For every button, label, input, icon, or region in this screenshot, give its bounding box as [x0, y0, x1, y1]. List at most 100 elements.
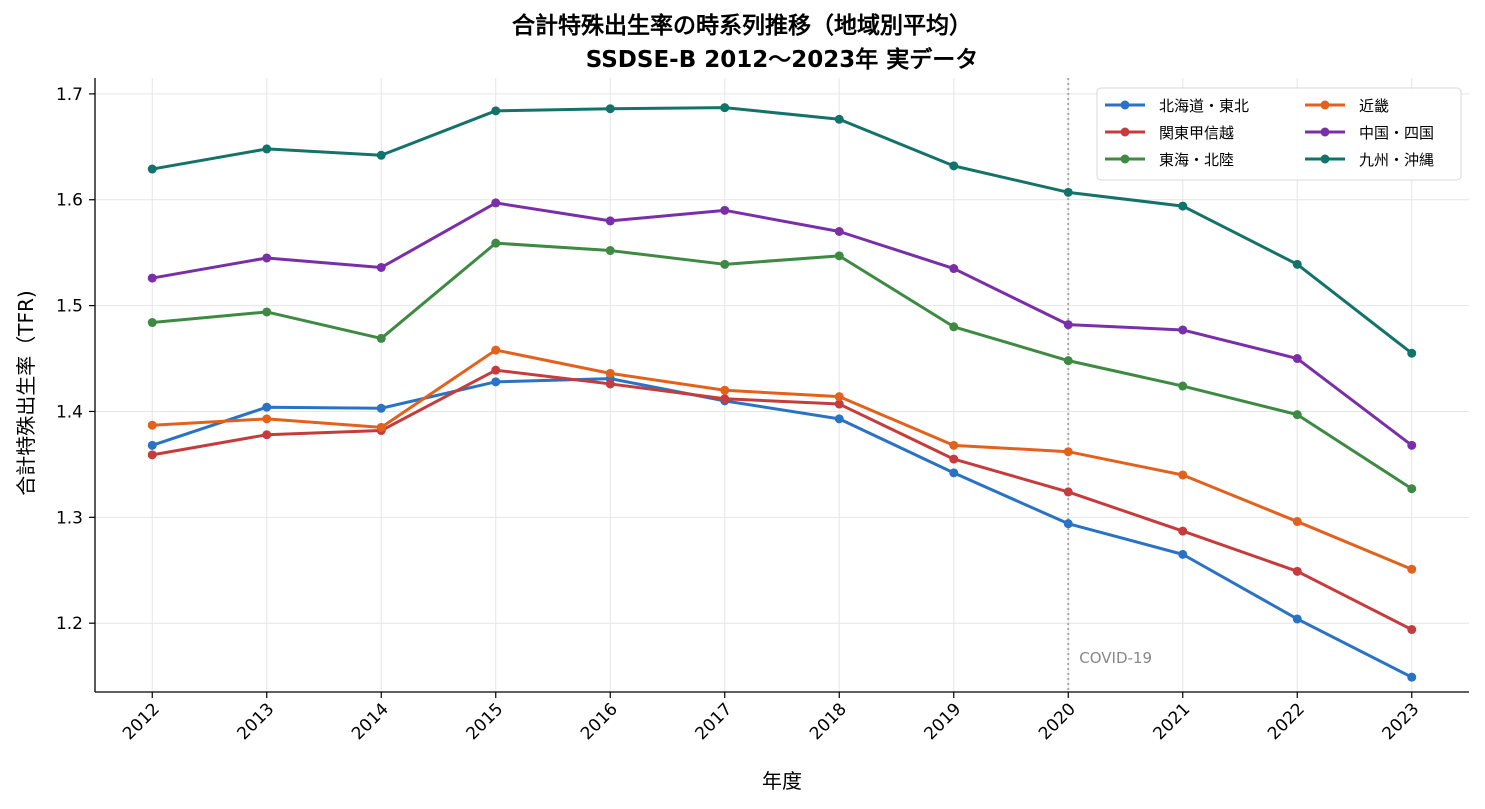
- data-point: [1407, 440, 1417, 450]
- legend-item: 近畿: [1305, 97, 1389, 115]
- x-tick-label: 2014: [348, 699, 393, 744]
- series-group: [147, 103, 1417, 682]
- y-axis-label: 合計特殊出生率（TFR): [14, 290, 38, 495]
- data-point: [605, 368, 615, 378]
- series-line: [151, 377, 1413, 679]
- legend-swatch-marker: [1120, 154, 1130, 164]
- data-point: [262, 307, 272, 317]
- data-point: [147, 450, 157, 460]
- data-point: [147, 164, 157, 174]
- data-point: [1407, 348, 1417, 358]
- data-point: [147, 440, 157, 450]
- data-point: [262, 430, 272, 440]
- data-point: [949, 468, 959, 478]
- legend-item: 関東甲信越: [1105, 124, 1234, 142]
- data-point: [262, 253, 272, 263]
- data-point: [491, 345, 501, 355]
- legend-item: 北海道・東北: [1105, 97, 1249, 115]
- data-point: [1292, 517, 1302, 527]
- x-tick-label: 2012: [119, 699, 164, 744]
- data-point: [491, 106, 501, 116]
- data-point: [949, 454, 959, 464]
- data-point: [376, 150, 386, 160]
- series-line: [151, 368, 1413, 631]
- data-point: [720, 103, 730, 113]
- x-tick-label: 2016: [577, 699, 622, 744]
- legend-label: 関東甲信越: [1159, 124, 1234, 142]
- data-point: [1178, 201, 1188, 211]
- chart-title-line1: 合計特殊出生率の時系列推移（地域別平均）: [512, 12, 972, 39]
- data-point: [1292, 566, 1302, 576]
- data-point: [1407, 564, 1417, 574]
- x-tick-label: 2021: [1150, 699, 1195, 744]
- data-point: [1292, 614, 1302, 624]
- legend-item: 東海・北陸: [1105, 151, 1234, 169]
- data-point: [491, 377, 501, 387]
- y-tick-label: 1.2: [56, 614, 83, 634]
- data-point: [376, 422, 386, 432]
- data-point: [1407, 672, 1417, 682]
- legend-box: [1096, 87, 1462, 181]
- legend-label: 東海・北陸: [1159, 151, 1234, 169]
- y-tick-label: 1.5: [56, 297, 83, 317]
- y-tick-label: 1.3: [56, 508, 83, 528]
- data-point: [376, 333, 386, 343]
- data-point: [949, 322, 959, 332]
- chart-title-line2: SSDSE-B 2012〜2023年 実データ: [586, 46, 979, 73]
- data-point: [491, 198, 501, 208]
- x-tick-label: 2017: [692, 699, 737, 744]
- x-tick-label: 2019: [921, 699, 966, 744]
- data-point: [605, 246, 615, 256]
- series-1: [147, 374, 1417, 682]
- series-line: [151, 201, 1413, 447]
- x-tick-label: 2020: [1035, 699, 1080, 744]
- covid-label: COVID-19: [1079, 649, 1152, 667]
- data-point: [949, 440, 959, 450]
- data-point: [1178, 470, 1188, 480]
- data-point: [1063, 487, 1073, 497]
- legend-swatch-marker: [1320, 100, 1330, 110]
- data-point: [834, 114, 844, 124]
- legend-item: 九州・沖縄: [1305, 151, 1434, 169]
- y-tick-label: 1.4: [56, 402, 83, 422]
- data-point: [834, 414, 844, 424]
- data-point: [1063, 187, 1073, 197]
- y-tick-label: 1.7: [56, 85, 83, 105]
- data-point: [376, 403, 386, 413]
- data-point: [262, 414, 272, 424]
- data-point: [1178, 381, 1188, 391]
- data-point: [491, 365, 501, 375]
- data-point: [1178, 526, 1188, 536]
- y-tick-label: 1.6: [56, 191, 83, 211]
- data-point: [720, 385, 730, 395]
- series-line: [152, 241, 1413, 491]
- series-6: [147, 103, 1417, 358]
- data-point: [262, 144, 272, 154]
- series-3: [147, 238, 1417, 494]
- data-point: [1063, 447, 1073, 457]
- data-point: [147, 273, 157, 283]
- data-point: [1407, 484, 1417, 494]
- legend-swatch-marker: [1320, 154, 1330, 164]
- series-4: [147, 345, 1417, 574]
- data-point: [1063, 320, 1073, 330]
- data-point: [720, 394, 730, 404]
- data-point: [605, 104, 615, 114]
- legend-label: 北海道・東北: [1159, 97, 1249, 115]
- covid-annotation: COVID-19: [1067, 78, 1152, 692]
- data-point: [1407, 625, 1417, 635]
- data-point: [1178, 549, 1188, 559]
- data-point: [605, 216, 615, 226]
- data-point: [949, 264, 959, 274]
- data-point: [376, 262, 386, 272]
- legend-item: 中国・四国: [1305, 124, 1434, 142]
- series-2: [147, 365, 1417, 635]
- data-point: [1063, 356, 1073, 366]
- data-point: [491, 238, 501, 248]
- legend-swatch-marker: [1320, 127, 1330, 137]
- legend-label: 近畿: [1359, 97, 1389, 115]
- data-point: [605, 379, 615, 389]
- ticks: 1.2 1.3 1.4 1.5 1.6 1.7 2012 2013 2014 2015 2016 20…: [56, 85, 1423, 744]
